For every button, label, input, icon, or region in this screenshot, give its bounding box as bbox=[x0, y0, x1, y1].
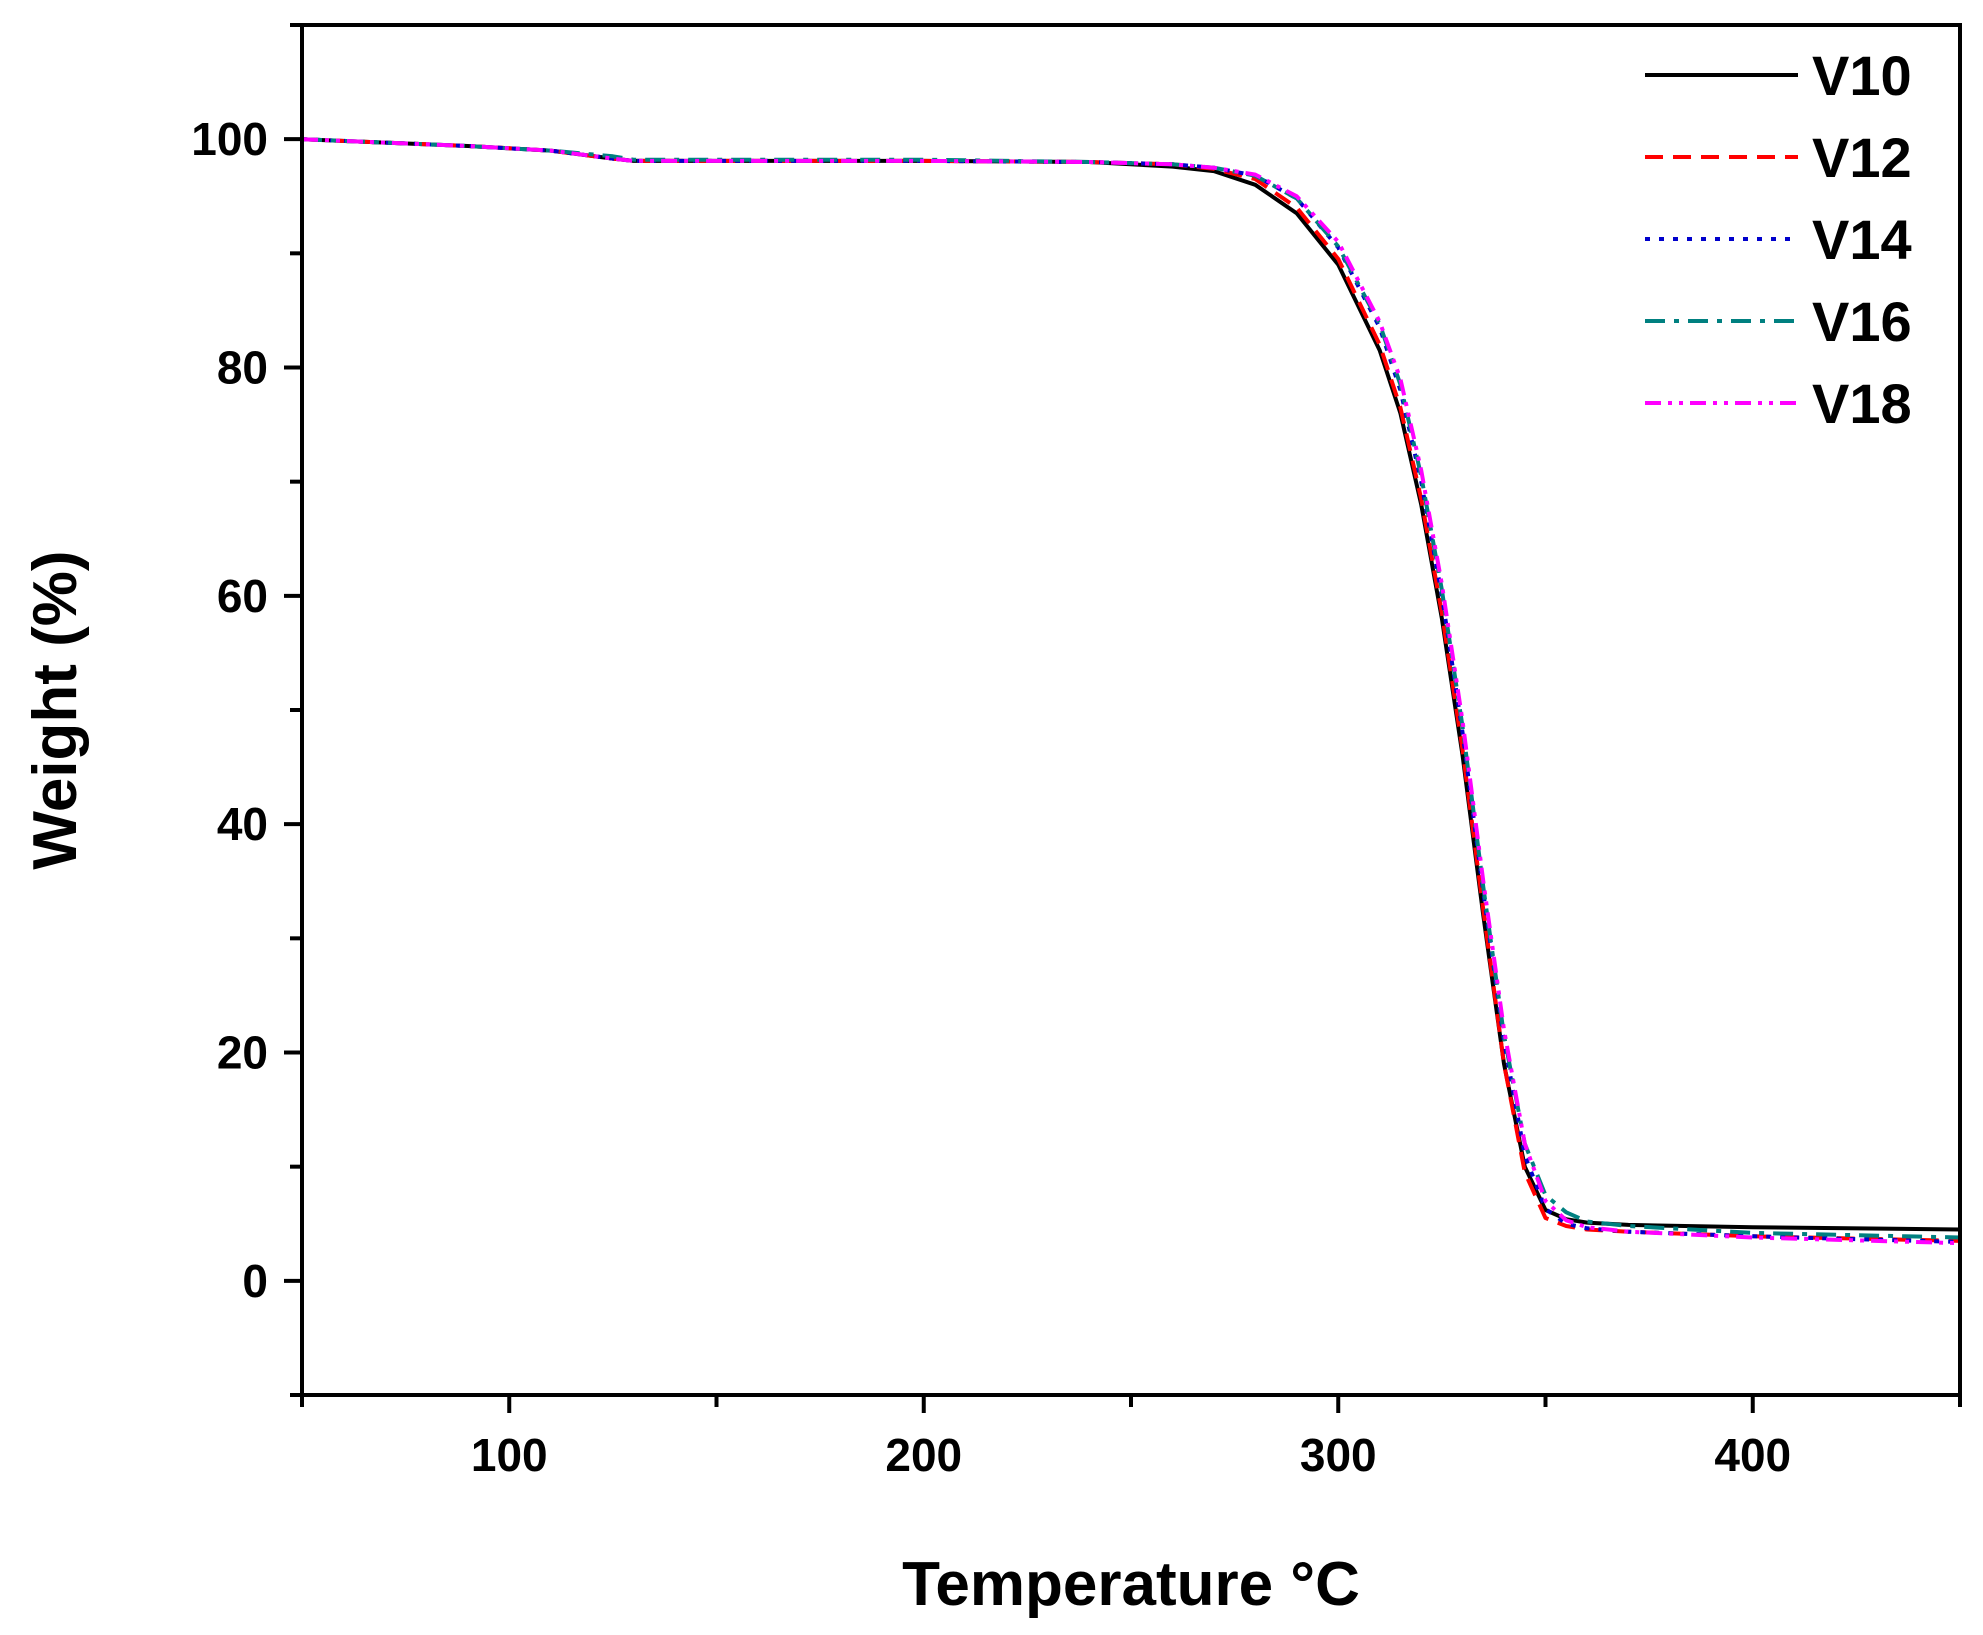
series-line-v18 bbox=[301, 137, 1961, 1246]
x-axis-title: Temperature °C bbox=[902, 1550, 1360, 1619]
legend-label-v16: V16 bbox=[1812, 290, 1912, 353]
axis-tick-labels: 100 200 300 400 0 20 40 60 80 100 bbox=[191, 113, 1791, 1481]
legend-label-v12: V12 bbox=[1812, 126, 1912, 189]
y-axis-title: Weight (%) bbox=[21, 550, 90, 869]
y-tick-label: 100 bbox=[191, 113, 268, 165]
x-tick-label: 100 bbox=[471, 1429, 548, 1481]
legend-label-v10: V10 bbox=[1812, 44, 1912, 107]
series-line-v14 bbox=[301, 137, 1961, 1244]
series-line-v10 bbox=[301, 137, 1961, 1232]
x-tick-label: 200 bbox=[885, 1429, 962, 1481]
y-tick-label: 80 bbox=[217, 342, 268, 394]
y-tick-label: 40 bbox=[217, 798, 268, 850]
x-tick-label: 400 bbox=[1714, 1429, 1791, 1481]
x-tick-label: 300 bbox=[1300, 1429, 1377, 1481]
axis-ticks bbox=[284, 23, 1962, 1413]
plot-lines bbox=[301, 137, 1961, 1246]
legend: V10 V12 V14 V16 V18 bbox=[1645, 44, 1912, 435]
plot-frame bbox=[300, 23, 1962, 1397]
series-line-v16 bbox=[301, 137, 1961, 1240]
y-tick-label: 0 bbox=[242, 1255, 268, 1307]
series-line-v12 bbox=[301, 137, 1961, 1243]
legend-label-v18: V18 bbox=[1812, 372, 1912, 435]
y-tick-label: 20 bbox=[217, 1027, 268, 1079]
legend-label-v14: V14 bbox=[1812, 208, 1912, 271]
y-tick-label: 60 bbox=[217, 570, 268, 622]
